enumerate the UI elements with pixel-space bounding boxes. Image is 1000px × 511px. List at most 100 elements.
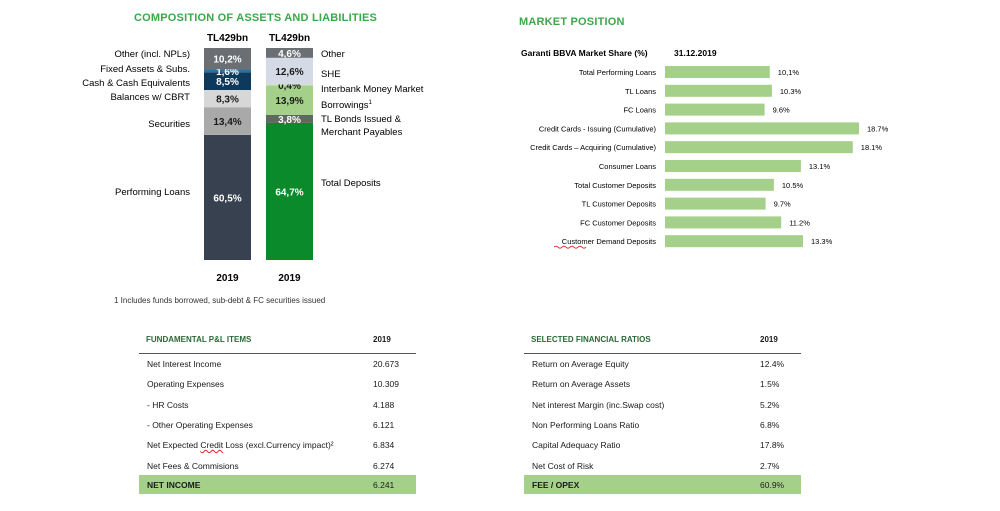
market-bar-0 bbox=[665, 66, 770, 78]
market-value-7: 9.7% bbox=[774, 200, 791, 209]
asset-label-0: Other (incl. NPLs) bbox=[115, 49, 191, 60]
pl-row-label-4: Net Expected Credit Loss (excl.Currency … bbox=[147, 440, 334, 451]
bar-assets-2 bbox=[204, 90, 251, 108]
liability-label-2: Interbank Money Market bbox=[321, 84, 424, 95]
composition-chart: 60,5% 13,4% 8,3% 8,5%1,6%10,2% TL429bn 2019 64… bbox=[82, 33, 424, 284]
ratio-row-label-1: Return on Average Assets bbox=[532, 379, 631, 390]
ratio-row-label-3: Non Performing Loans Ratio bbox=[532, 419, 640, 430]
pl-table-year: 2019 bbox=[373, 335, 391, 344]
liability-label-3: Borrowings1 bbox=[321, 100, 373, 111]
market-category-2: FC Loans bbox=[623, 106, 656, 115]
bar-label-liabilities-5: 4,6% bbox=[278, 49, 301, 60]
ratio-table-divider bbox=[524, 353, 801, 354]
bar-liabilities-1 bbox=[266, 114, 313, 123]
bar-label-liabilities-3: 0,4% bbox=[278, 81, 301, 92]
market-category-9: Customer Demand Deposits bbox=[562, 237, 656, 246]
ratio-row-value-1: 1.5% bbox=[760, 379, 780, 390]
bar-label-assets-0: 60,5% bbox=[213, 193, 241, 204]
bar-label-liabilities-1: 3,8% bbox=[278, 115, 301, 126]
bar-liabilities-4 bbox=[266, 57, 313, 85]
market-value-0: 10,1% bbox=[778, 68, 800, 77]
ratio-row-value-2: 5.2% bbox=[760, 399, 780, 410]
bar-assets-3 bbox=[204, 72, 251, 90]
bar-liabilities-2 bbox=[266, 85, 313, 115]
market-share-header: Garanti BBVA Market Share (%) bbox=[521, 48, 648, 58]
category-label-assets: 2019 bbox=[216, 273, 239, 284]
bar-label-liabilities-4: 12,6% bbox=[275, 67, 303, 78]
ratio-row-value-0: 12.4% bbox=[760, 359, 785, 369]
market-category-0: Total Performing Loans bbox=[579, 68, 656, 77]
liability-label-6: Total Deposits bbox=[321, 178, 381, 189]
market-value-1: 10.3% bbox=[780, 87, 802, 96]
market-value-3: 18.7% bbox=[867, 124, 889, 133]
ratio-row-label-2: Net interest Margin (inc.Swap cost) bbox=[532, 399, 665, 410]
liability-label-4: TL Bonds Issued & bbox=[321, 114, 402, 125]
bar-assets-5 bbox=[204, 48, 251, 70]
market-bar-9 bbox=[665, 235, 803, 248]
ratio-table-year: 2019 bbox=[760, 335, 778, 344]
bar-assets-0 bbox=[204, 134, 251, 260]
ratio-row-value-3: 6.8% bbox=[760, 419, 780, 430]
bar-assets-1 bbox=[204, 107, 251, 135]
market-value-2: 9.6% bbox=[773, 106, 790, 115]
pl-row-label-5: Net Fees & Commisions bbox=[147, 460, 239, 471]
bar-label-assets-1: 13,4% bbox=[213, 117, 241, 128]
market-value-6: 10.5% bbox=[782, 181, 804, 190]
bar-label-assets-2: 8,3% bbox=[216, 95, 239, 106]
pl-total-value: 6.241 bbox=[373, 480, 395, 490]
market-value-9: 13.3% bbox=[811, 237, 833, 246]
bar-liabilities-5 bbox=[266, 48, 313, 58]
bar-label-assets-3: 8,5% bbox=[216, 77, 239, 88]
category-label-liabilities: 2019 bbox=[278, 273, 301, 284]
market-share-chart: Garanti BBVA Market Share (%) 31.12.2019 T… bbox=[521, 48, 889, 249]
bar-label-assets-4: 1,6% bbox=[216, 67, 239, 78]
liability-label-5: Merchant Payables bbox=[321, 127, 403, 138]
ratio-total-value: 60.9% bbox=[760, 480, 785, 490]
pl-table-header: FUNDAMENTAL P&L ITEMS bbox=[146, 335, 252, 344]
market-value-4: 18.1% bbox=[861, 143, 883, 152]
market-category-7: TL Customer Deposits bbox=[582, 200, 657, 209]
pl-total-row bbox=[139, 475, 416, 494]
total-label-liabilities: TL429bn bbox=[269, 33, 310, 44]
bar-liabilities-0 bbox=[266, 122, 313, 260]
liability-label-0: Other bbox=[321, 49, 345, 60]
ratio-total-label: FEE / OPEX bbox=[532, 480, 580, 490]
market-bar-2 bbox=[665, 103, 765, 116]
bar-label-liabilities-0: 64,7% bbox=[275, 187, 303, 198]
market-category-8: FC Customer Deposits bbox=[580, 218, 656, 227]
asset-label-1: Fixed Assets & Subs. bbox=[100, 64, 190, 75]
liability-label-1: SHE bbox=[321, 69, 341, 80]
market-position-title: MARKET POSITION bbox=[519, 16, 625, 28]
market-category-5: Consumer Loans bbox=[599, 162, 656, 171]
pl-row-value-0: 20.673 bbox=[373, 359, 399, 369]
pl-row-label-0: Net Interest Income bbox=[147, 359, 222, 369]
market-bar-5 bbox=[665, 160, 801, 172]
market-bar-4 bbox=[665, 141, 853, 154]
pl-row-value-5: 6.274 bbox=[373, 460, 395, 471]
pl-row-value-3: 6.121 bbox=[373, 419, 395, 430]
footnote: 1 Includes funds borrowed, sub-debt & FC… bbox=[114, 296, 326, 305]
asset-label-3: Balances w/ CBRT bbox=[110, 92, 190, 103]
asset-label-2: Cash & Cash Equivalents bbox=[82, 78, 190, 89]
spellcheck-squiggle bbox=[553, 245, 587, 249]
market-value-5: 13.1% bbox=[809, 162, 831, 171]
superscript: 1 bbox=[369, 100, 373, 106]
market-category-1: TL Loans bbox=[625, 87, 656, 96]
market-bar-7 bbox=[665, 197, 766, 210]
spellcheck-word: Credit bbox=[200, 440, 224, 451]
market-category-3: Credit Cards - Issuing (Cumulative) bbox=[539, 124, 657, 133]
total-label-assets: TL429bn bbox=[207, 33, 248, 44]
pl-row-value-1: 10.309 bbox=[373, 379, 399, 390]
bar-label-assets-5: 10,2% bbox=[213, 55, 241, 66]
market-value-8: 11.2% bbox=[789, 218, 810, 227]
asset-label-4: Securities bbox=[148, 119, 190, 130]
market-category-4: Credit Cards – Acquiring (Cumulative) bbox=[530, 143, 656, 152]
ratio-total-row bbox=[524, 475, 801, 494]
ratio-row-label-0: Return on Average Equity bbox=[532, 359, 629, 369]
market-bar-1 bbox=[665, 84, 772, 97]
ratio-row-value-4: 17.8% bbox=[760, 440, 785, 451]
bar-assets-4 bbox=[204, 69, 251, 73]
pl-row-label-2: - HR Costs bbox=[147, 399, 189, 410]
pl-row-value-2: 4.188 bbox=[373, 399, 395, 410]
ratio-row-label-5: Net Cost of Risk bbox=[532, 460, 594, 471]
